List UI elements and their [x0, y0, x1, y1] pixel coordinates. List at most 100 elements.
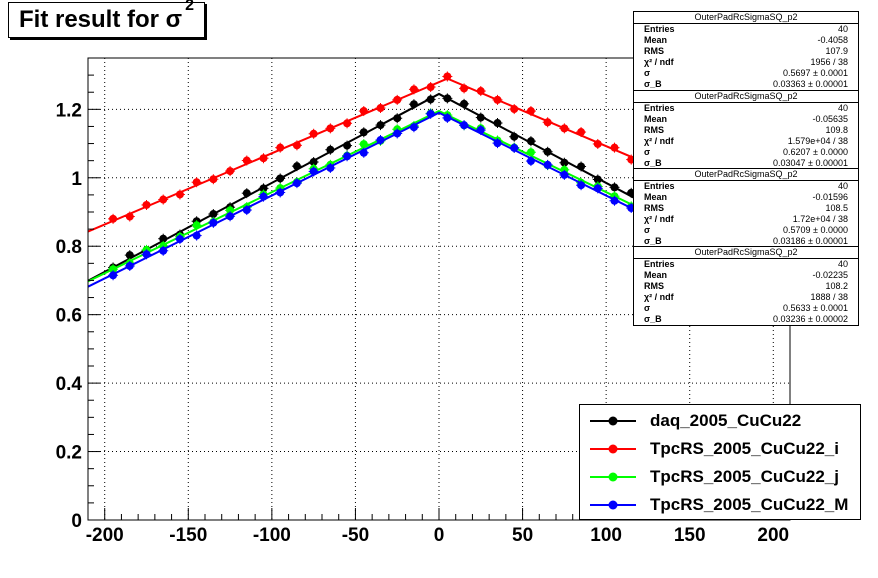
y-tick-label: 0.8 — [56, 237, 82, 258]
y-tick-label: 0.6 — [56, 306, 82, 327]
data-point — [560, 158, 569, 167]
data-point — [292, 162, 301, 171]
stat-value: 0.03236 ± 0.00002 — [772, 314, 848, 324]
data-point — [426, 95, 435, 104]
legend-marker-icon — [590, 472, 636, 482]
data-point — [309, 167, 318, 176]
stat-key: Mean — [644, 35, 668, 45]
data-point — [209, 175, 218, 184]
legend-label: daq_2005_CuCu22 — [650, 411, 802, 430]
stat-row: Entries 40 — [634, 24, 858, 35]
data-point — [192, 178, 201, 187]
data-point — [326, 145, 335, 154]
legend-marker-icon — [590, 500, 636, 510]
data-point — [359, 107, 368, 116]
data-point — [192, 231, 201, 240]
stat-value: 0.5633 ± 0.0001 — [783, 303, 848, 313]
data-point — [443, 113, 452, 122]
stat-value: 1.72e+04 / 38 — [792, 214, 848, 224]
stat-value: 0.5697 ± 0.0001 — [783, 68, 848, 78]
data-point — [560, 170, 569, 179]
legend-item: TpcRS_2005_CuCu22_j — [580, 463, 860, 491]
stat-value: -0.02235 — [812, 270, 848, 280]
stat-row: χ² / ndf 1888 / 38 — [634, 292, 858, 303]
stat-key: σ — [644, 303, 651, 313]
data-point — [242, 189, 251, 198]
stat-row: χ² / ndf 1.72e+04 / 38 — [634, 214, 858, 225]
stat-row: σ_B 0.03186 ± 0.00001 — [634, 236, 858, 247]
data-point — [426, 83, 435, 92]
data-point — [125, 251, 134, 260]
data-point — [510, 132, 519, 141]
y-tick-label: 0.4 — [56, 374, 83, 395]
data-point — [226, 212, 235, 221]
data-point — [142, 200, 151, 209]
stat-box: OuterPadRcSigmaSQ_p2 Entries 40 Mean -0.0159… — [633, 168, 859, 248]
data-point — [376, 104, 385, 113]
stat-key: σ — [644, 68, 651, 78]
stat-row: σ 0.5709 ± 0.0000 — [634, 225, 858, 236]
x-tick-label: -200 — [86, 525, 124, 546]
y-tick-label: 1.2 — [56, 100, 82, 121]
data-point — [125, 212, 134, 221]
data-point — [460, 99, 469, 108]
stat-key: Mean — [644, 192, 668, 202]
chart-title-text: Fit result for σ — [19, 6, 183, 33]
data-point — [175, 235, 184, 244]
data-point — [593, 139, 602, 148]
data-point — [226, 206, 235, 215]
stat-key: σ_B — [644, 314, 662, 324]
stat-row: Mean -0.05635 — [634, 114, 858, 125]
data-point — [343, 152, 352, 161]
stat-key: σ — [644, 225, 651, 235]
data-point — [242, 206, 251, 215]
legend-marker-icon — [590, 416, 636, 426]
x-tick-label: 0 — [434, 525, 445, 546]
data-point — [359, 140, 368, 149]
data-point — [543, 160, 552, 169]
data-point — [109, 214, 118, 223]
stat-key: Entries — [644, 24, 675, 34]
data-point — [426, 109, 435, 118]
stat-key: σ_B — [644, 79, 662, 89]
stat-row: Mean -0.4058 — [634, 35, 858, 46]
legend-item: TpcRS_2005_CuCu22_M — [580, 491, 860, 519]
x-tick-label: 200 — [757, 525, 789, 546]
stat-key: Mean — [644, 270, 668, 280]
y-tick-label: 1 — [71, 169, 82, 190]
data-point — [526, 137, 535, 146]
data-point — [109, 271, 118, 280]
data-point — [359, 148, 368, 157]
data-point — [209, 210, 218, 219]
stat-row: Entries 40 — [634, 181, 858, 192]
data-point — [309, 129, 318, 138]
data-point — [476, 113, 485, 122]
data-point — [292, 141, 301, 150]
legend-label: TpcRS_2005_CuCu22_j — [650, 467, 839, 486]
stat-key: σ — [644, 147, 651, 157]
data-point — [510, 143, 519, 152]
data-point — [109, 265, 118, 274]
stat-row: Mean -0.02235 — [634, 270, 858, 281]
data-point — [409, 123, 418, 132]
data-point — [393, 95, 402, 104]
data-point — [343, 119, 352, 128]
y-tick-label: 0 — [71, 511, 82, 532]
data-point — [577, 162, 586, 171]
stat-row: RMS 108.2 — [634, 281, 858, 292]
stat-key: χ² / ndf — [644, 57, 674, 67]
stat-value: 1888 / 38 — [810, 292, 848, 302]
data-point — [226, 167, 235, 176]
data-point — [543, 118, 552, 127]
stat-key: Entries — [644, 181, 675, 191]
data-point — [159, 234, 168, 243]
data-point — [610, 143, 619, 152]
stat-row: Mean -0.01596 — [634, 192, 858, 203]
data-point — [543, 147, 552, 156]
x-tick-label: 100 — [590, 525, 622, 546]
stat-row: χ² / ndf 1.579e+04 / 38 — [634, 136, 858, 147]
data-point — [493, 119, 502, 128]
stat-box-header: OuterPadRcSigmaSQ_p2 — [634, 91, 858, 103]
stat-row: σ 0.6207 ± 0.0000 — [634, 147, 858, 158]
stat-row: Entries 40 — [634, 259, 858, 270]
